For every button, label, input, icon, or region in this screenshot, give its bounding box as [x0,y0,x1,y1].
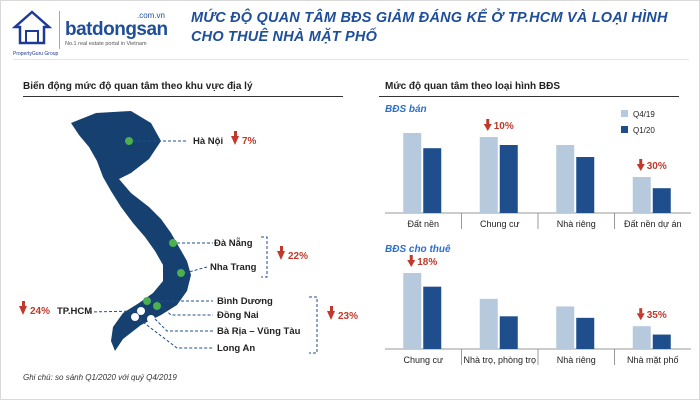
bar-q1-20 [652,334,671,349]
change-label: 30% [647,161,667,172]
batdongsan-logo: .com.vn batdongsan No.1 real estate port… [65,11,175,51]
binhduong-dot [143,297,151,305]
hcm-connector [88,310,138,313]
bar-q4-19 [403,133,422,213]
dongnai-dot [153,302,161,310]
propertyguru-logo: PropertyGuru Group [11,9,58,57]
category-label: Chung cư [480,219,520,229]
city-dongnai: Đồng Nai [217,310,259,321]
down-arrow-icon [231,131,239,145]
chart-sale-title: BĐS bán [385,104,427,115]
page-title: MỨC ĐỘ QUAN TÂM BĐS GIẢM ĐÁNG KỂ Ở TP.HC… [191,10,668,45]
legend-label: Q1/20 [633,126,655,135]
nhatrang-connector [184,266,208,274]
bar-q1-20 [423,286,442,349]
category-label: Đất nền [407,219,439,229]
down-arrow-icon [19,301,27,315]
category-label: Nhà riêng [557,355,596,365]
longan-dot [131,313,139,321]
down-arrow-icon [407,260,416,267]
right-title-underline [379,96,679,97]
hanoi-dot [125,137,133,145]
bar-q4-19 [479,298,498,349]
city-baria: Bà Rịa – Vũng Tàu [217,326,301,337]
baria-dot [147,315,155,323]
down-arrow-icon [277,246,285,260]
down-arrow-icon [636,313,645,321]
city-binhduong: Bình Dương [217,296,273,307]
longan-connector [138,318,213,349]
category-label: Nhà trọ, phòng trọ [463,355,536,365]
central-bracket [261,236,268,278]
change-south-value: 23% [338,311,359,322]
city-nhatrang: Nha Trang [210,262,257,273]
danang-dot [169,239,177,247]
bar-q1-20 [576,157,595,213]
legend-label: Q4/19 [633,110,655,119]
down-arrow-icon [636,164,645,171]
header-divider [59,11,60,49]
bar-q1-20 [576,317,595,349]
header-rule [13,59,689,60]
right-panel-title: Mức độ quan tâm theo loại hình BĐS [385,81,561,92]
down-arrow-shaft [639,308,643,314]
change-label: 18% [417,257,437,268]
baria-connector [154,318,213,332]
category-label: Chung cư [403,355,443,365]
down-arrow-shaft [639,159,643,164]
chart-rent-title: BĐS cho thuê [385,244,451,255]
bar-q4-19 [479,137,498,213]
brand-name: batdongsan [65,19,168,40]
down-arrow-shaft [409,255,413,260]
change-hcm-value: 24% [30,306,51,317]
left-title-underline [23,96,343,97]
bar-q4-19 [632,326,651,349]
legend-swatch [621,110,628,117]
brand-tagline: No.1 real estate portal in Vietnam [65,41,147,47]
change-central: 22% [277,246,309,262]
down-arrow-icon [327,306,335,320]
legend-swatch [621,126,628,133]
change-label: 35% [647,310,667,321]
bar-q1-20 [499,145,518,213]
change-label: 10% [494,121,514,132]
nhatrang-dot [177,269,185,277]
header: PropertyGuru Group .com.vn batdongsan No… [1,1,700,59]
change-central-value: 22% [288,251,309,262]
left-panel-title: Biến động mức độ quan tâm theo khu vực đ… [23,81,253,92]
dongnai-connector [160,305,213,316]
category-label: Nhà riêng [557,219,596,229]
change-hanoi: 7% [231,131,257,147]
south-bracket [309,296,318,354]
bar-q4-19 [403,273,422,349]
change-hcm: 24% [19,301,51,317]
footnote: Ghi chú: so sánh Q1/2020 với quý Q4/2019 [23,373,177,382]
bar-q1-20 [499,316,518,349]
bar-q4-19 [556,306,575,349]
hcm-dot [137,307,145,315]
category-label: Đất nền dự án [624,219,682,229]
city-danang: Đà Nẵng [214,238,253,249]
down-arrow-shaft [486,119,490,124]
house-icon [11,10,53,45]
bar-q4-19 [632,177,651,213]
bar-q4-19 [556,145,575,213]
category-label: Nhà mặt phố [627,355,679,365]
city-longan: Long An [217,343,256,354]
bar-q1-20 [423,148,442,213]
city-hanoi: Hà Nội [193,136,224,147]
city-hcm: TP.HCM [57,306,93,317]
change-south: 23% [327,306,359,322]
brand-domain: .com.vn [137,11,166,20]
logo-subtitle: PropertyGuru Group [13,51,59,57]
down-arrow-icon [483,124,492,131]
bar-q1-20 [652,188,671,213]
change-hanoi-value: 7% [242,136,257,147]
